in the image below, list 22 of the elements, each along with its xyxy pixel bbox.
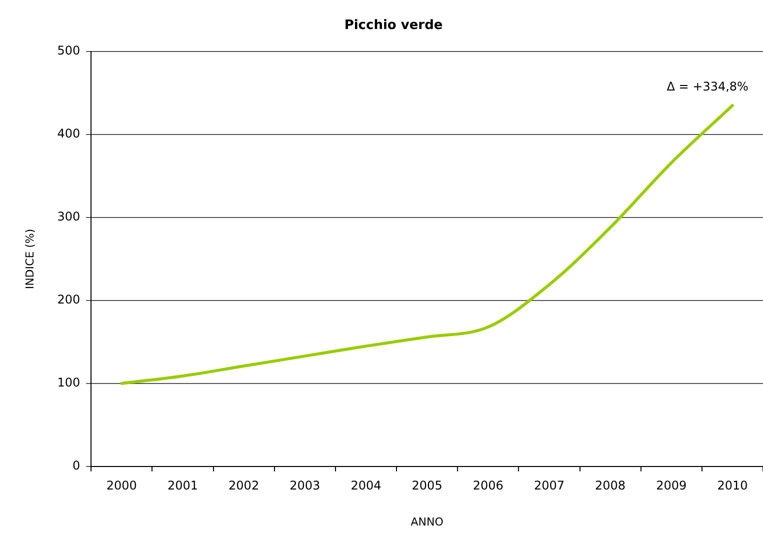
x-tick-label: 2000	[106, 478, 137, 493]
x-tick-label: 2002	[228, 478, 260, 493]
y-axis-title: INDICE (%)	[23, 228, 36, 290]
line-series	[120, 104, 734, 385]
x-tick-label: 2010	[717, 478, 748, 493]
chart-title: Picchio verde	[344, 18, 443, 34]
x-tick-label: 2005	[412, 478, 442, 493]
y-tick-label: 100	[57, 376, 80, 390]
x-tick-label: 2009	[656, 478, 687, 493]
x-tick-label: 2006	[472, 478, 504, 493]
x-tick-label: 2007	[534, 478, 564, 493]
annotation: Δ = +334,8%	[666, 80, 748, 94]
x-tick-label: 2001	[167, 478, 198, 493]
x-tick-label: 2008	[595, 478, 626, 493]
x-tick-label: 2004	[350, 478, 382, 493]
x-tick-label: 2003	[290, 478, 320, 493]
y-tick-label: 500	[57, 44, 80, 58]
x-axis-title: ANNO	[410, 515, 444, 528]
y-tick-label: 400	[57, 126, 80, 141]
y-tick-label: 0	[72, 458, 80, 473]
y-tick-label: 300	[57, 210, 80, 224]
y-tick-label: 200	[57, 292, 80, 307]
